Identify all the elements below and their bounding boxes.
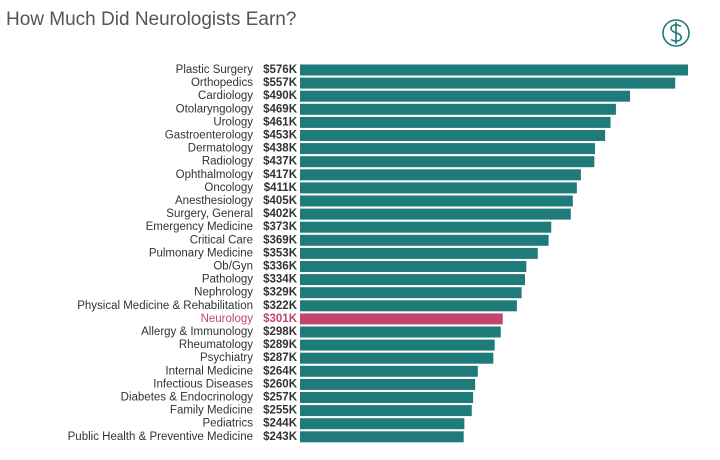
bar — [300, 195, 573, 207]
value-label: $417K — [263, 169, 298, 181]
category-label: Emergency Medicine — [146, 221, 253, 233]
category-label: Neurology — [201, 313, 254, 325]
category-label: Pediatrics — [203, 418, 254, 430]
category-label: Dermatology — [188, 143, 253, 155]
value-label: $264K — [263, 365, 298, 377]
value-label: $469K — [263, 103, 298, 115]
category-label: Internal Medicine — [165, 365, 253, 377]
category-label: Gastroenterology — [165, 130, 253, 142]
value-label: $329K — [263, 287, 298, 299]
category-label: Ophthalmology — [176, 169, 254, 181]
value-label: $461K — [263, 116, 298, 128]
value-label: $373K — [263, 221, 298, 233]
bar — [300, 103, 616, 115]
bar — [300, 274, 525, 286]
category-label: Otolaryngology — [176, 103, 254, 115]
category-label: Plastic Surgery — [176, 64, 254, 76]
bar — [300, 169, 581, 181]
value-label: $255K — [263, 405, 298, 417]
bar — [300, 352, 494, 364]
value-label: $576K — [263, 64, 298, 76]
category-label: Anesthesiology — [175, 195, 253, 207]
category-label: Diabetes & Endocrinology — [121, 392, 254, 404]
bar — [300, 365, 478, 377]
category-label: Cardiology — [198, 90, 253, 102]
value-label: $369K — [263, 234, 298, 246]
category-label: Psychiatry — [200, 352, 253, 364]
category-label: Nephrology — [194, 287, 253, 299]
bar — [300, 378, 476, 390]
value-label: $353K — [263, 247, 298, 259]
category-label: Radiology — [202, 156, 253, 168]
bar — [300, 130, 606, 141]
value-label: $453K — [263, 130, 298, 142]
value-label: $437K — [263, 156, 298, 168]
value-label: $301K — [263, 313, 298, 325]
category-label: Critical Care — [190, 234, 253, 246]
value-label: $411K — [264, 182, 298, 194]
bar — [300, 326, 501, 338]
value-label: $438K — [263, 143, 298, 155]
bar — [300, 116, 611, 128]
value-label: $336K — [263, 261, 298, 273]
category-label: Oncology — [204, 182, 253, 194]
category-label: Surgery, General — [166, 208, 253, 220]
bar — [300, 392, 474, 403]
bar — [300, 261, 527, 272]
category-label: Infectious Diseases — [153, 378, 253, 390]
category-label: Allergy & Immunology — [141, 326, 253, 338]
bar — [300, 431, 464, 443]
category-label: Orthopedics — [191, 77, 253, 89]
bar — [300, 90, 631, 102]
bar — [300, 156, 595, 168]
bar — [300, 405, 472, 417]
bar — [300, 234, 549, 246]
category-label: Urology — [213, 116, 253, 128]
value-label: $557K — [263, 77, 298, 89]
value-label: $490K — [263, 90, 298, 102]
bar — [300, 143, 596, 155]
chart-title: How Much Did Neurologists Earn? — [6, 9, 296, 30]
value-label: $287K — [263, 352, 298, 364]
bar — [300, 182, 577, 194]
value-label: $334K — [263, 274, 298, 286]
bar — [300, 339, 495, 351]
value-label: $257K — [263, 392, 298, 404]
value-label: $289K — [263, 339, 298, 351]
bar — [300, 418, 465, 430]
dollar-icon — [662, 19, 690, 47]
value-label: $405K — [263, 195, 298, 207]
value-label: $260K — [263, 378, 298, 390]
value-label: $402K — [263, 208, 298, 220]
bar — [300, 208, 571, 220]
bar — [300, 77, 676, 89]
bar — [300, 247, 538, 259]
category-label: Pulmonary Medicine — [149, 247, 253, 259]
bar — [300, 221, 552, 233]
value-label: $244K — [263, 418, 298, 430]
value-label: $298K — [263, 326, 298, 338]
bar — [300, 313, 503, 325]
bar — [300, 287, 522, 299]
value-label: $243K — [263, 431, 298, 443]
category-label: Physical Medicine & Rehabilitation — [77, 300, 253, 312]
category-label: Rheumatology — [179, 339, 253, 351]
category-label: Ob/Gyn — [213, 261, 253, 273]
bar — [300, 64, 688, 76]
category-label: Pathology — [202, 274, 253, 286]
value-label: $322K — [263, 300, 298, 312]
category-label: Family Medicine — [170, 405, 253, 417]
category-label: Public Health & Preventive Medicine — [68, 431, 253, 443]
bar — [300, 300, 517, 312]
